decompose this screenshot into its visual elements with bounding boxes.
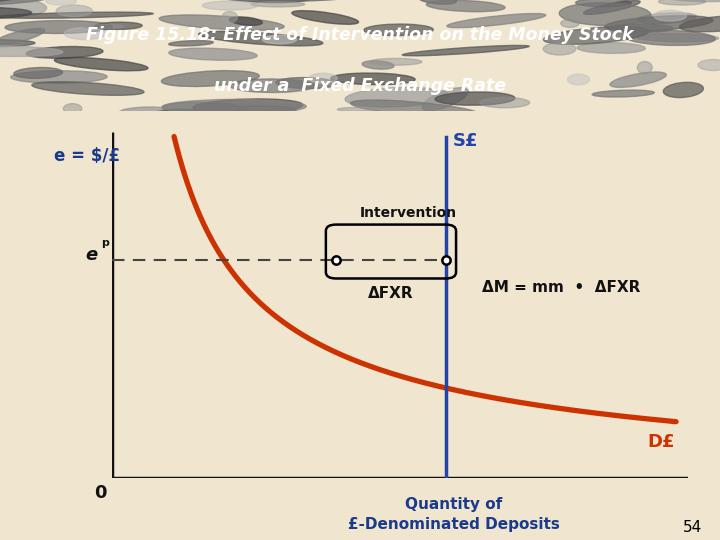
Text: Quantity of
£-Denominated Deposits: Quantity of £-Denominated Deposits [348, 497, 559, 532]
Ellipse shape [230, 17, 262, 25]
Ellipse shape [0, 7, 32, 19]
Text: p: p [101, 238, 109, 248]
Ellipse shape [567, 74, 590, 85]
Ellipse shape [680, 16, 720, 32]
Text: e: e [85, 246, 97, 264]
Text: under a  Fixed Exchange Rate: under a Fixed Exchange Rate [214, 77, 506, 96]
Ellipse shape [610, 24, 673, 32]
Ellipse shape [5, 21, 112, 33]
Ellipse shape [251, 2, 305, 7]
Ellipse shape [345, 87, 449, 107]
Ellipse shape [418, 0, 456, 4]
Ellipse shape [82, 24, 124, 29]
Ellipse shape [636, 33, 719, 42]
Ellipse shape [276, 78, 336, 89]
Ellipse shape [0, 0, 47, 16]
Text: 0: 0 [94, 484, 107, 502]
Ellipse shape [0, 0, 48, 6]
Ellipse shape [0, 0, 35, 3]
Ellipse shape [46, 0, 76, 5]
Ellipse shape [577, 43, 645, 53]
Ellipse shape [0, 29, 45, 44]
Ellipse shape [610, 72, 666, 87]
Text: ΔFXR: ΔFXR [368, 286, 414, 301]
Ellipse shape [26, 46, 103, 58]
Text: e = $/£: e = $/£ [54, 147, 120, 165]
Ellipse shape [159, 15, 284, 30]
Ellipse shape [234, 0, 372, 1]
Ellipse shape [402, 45, 529, 56]
Ellipse shape [663, 82, 703, 98]
Ellipse shape [654, 10, 687, 21]
Ellipse shape [152, 109, 228, 124]
Text: D£: D£ [647, 433, 675, 450]
Ellipse shape [14, 68, 63, 78]
Ellipse shape [193, 99, 303, 114]
Text: Figure 15.18: Effect of Intervention on the Money Stock: Figure 15.18: Effect of Intervention on … [86, 26, 634, 44]
Ellipse shape [0, 46, 63, 57]
Ellipse shape [120, 107, 171, 116]
Ellipse shape [64, 28, 106, 39]
Ellipse shape [592, 90, 654, 97]
Ellipse shape [626, 30, 715, 45]
Ellipse shape [202, 1, 258, 10]
Text: ΔM = mm  •  ΔFXR: ΔM = mm • ΔFXR [482, 280, 640, 295]
Ellipse shape [230, 79, 314, 92]
Ellipse shape [222, 11, 238, 23]
Ellipse shape [544, 26, 649, 44]
Ellipse shape [480, 97, 530, 108]
Text: S£: S£ [453, 132, 478, 150]
Ellipse shape [351, 100, 480, 118]
Ellipse shape [209, 0, 312, 3]
Ellipse shape [636, 13, 696, 24]
Ellipse shape [543, 43, 576, 55]
Ellipse shape [63, 104, 82, 114]
Ellipse shape [435, 92, 515, 105]
Ellipse shape [56, 5, 92, 17]
Ellipse shape [559, 3, 651, 25]
Ellipse shape [168, 48, 257, 60]
Ellipse shape [605, 16, 713, 31]
Ellipse shape [364, 24, 433, 36]
Ellipse shape [199, 31, 323, 46]
Ellipse shape [698, 59, 720, 71]
Ellipse shape [575, 0, 631, 6]
Ellipse shape [362, 61, 394, 69]
Ellipse shape [338, 107, 372, 111]
Ellipse shape [161, 71, 259, 86]
Ellipse shape [32, 82, 144, 96]
Ellipse shape [662, 0, 720, 2]
Ellipse shape [659, 0, 706, 5]
Ellipse shape [309, 73, 337, 83]
Ellipse shape [227, 105, 296, 113]
Ellipse shape [0, 40, 35, 47]
Ellipse shape [0, 12, 153, 18]
Text: 54: 54 [683, 519, 702, 535]
Ellipse shape [426, 111, 462, 130]
Ellipse shape [422, 87, 468, 111]
Ellipse shape [561, 19, 579, 28]
Ellipse shape [330, 73, 415, 85]
Text: Intervention: Intervention [360, 206, 456, 220]
Ellipse shape [95, 22, 143, 30]
Ellipse shape [583, 1, 640, 15]
Ellipse shape [426, 1, 505, 12]
Ellipse shape [11, 71, 107, 83]
Ellipse shape [162, 99, 306, 114]
Ellipse shape [637, 62, 652, 74]
Ellipse shape [54, 57, 148, 71]
Ellipse shape [369, 58, 422, 65]
Ellipse shape [168, 40, 213, 46]
Ellipse shape [292, 11, 359, 24]
Ellipse shape [262, 35, 297, 44]
Ellipse shape [447, 14, 546, 28]
Ellipse shape [162, 102, 248, 116]
